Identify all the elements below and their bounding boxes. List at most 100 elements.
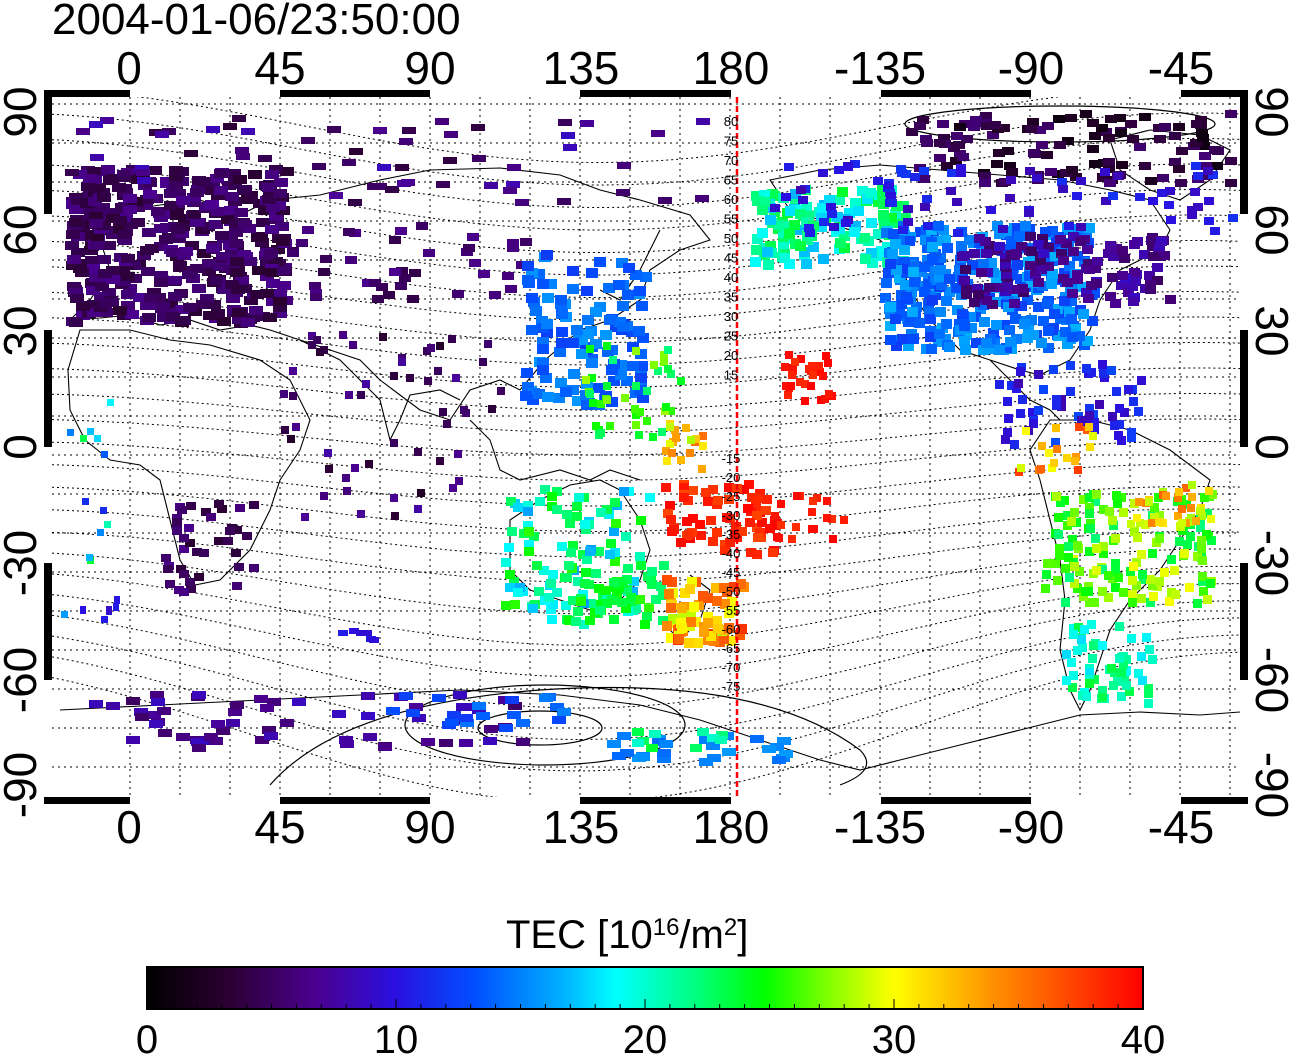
tec-cell	[1068, 232, 1079, 241]
tec-cell	[168, 292, 182, 301]
tec-cell	[383, 291, 395, 299]
tec-cell	[225, 527, 235, 535]
tec-cell	[720, 546, 730, 555]
tec-cell	[1129, 397, 1138, 406]
tec-cell	[954, 265, 965, 275]
tec-cell	[1057, 402, 1066, 411]
tec-cell	[667, 370, 675, 378]
tec-cell	[1042, 299, 1053, 309]
magnetic-contour-line	[52, 486, 1240, 532]
tec-cell	[1090, 425, 1099, 434]
tec-cell	[391, 512, 399, 520]
tec-cell	[123, 284, 137, 293]
tec-cell	[1066, 387, 1075, 396]
tec-cell	[526, 325, 538, 335]
tec-cell	[1084, 223, 1095, 233]
tec-cell	[827, 210, 837, 218]
tec-cell	[572, 512, 582, 521]
tec-cell	[436, 457, 444, 465]
tec-cell	[632, 382, 640, 390]
tec-cell	[70, 294, 84, 303]
tec-cell	[139, 201, 153, 210]
tec-cell	[659, 740, 673, 748]
tec-cell	[1020, 221, 1031, 231]
tec-cell	[176, 565, 186, 573]
tec-cell	[703, 497, 713, 506]
magnetic-contour-line	[52, 441, 1240, 481]
tec-cell	[547, 492, 557, 501]
tec-cell	[878, 199, 889, 209]
tec-cell	[327, 126, 341, 133]
tec-cell	[1042, 570, 1051, 579]
tec-cell	[73, 170, 87, 179]
tec-cell	[320, 492, 328, 500]
tec-cell	[1197, 536, 1206, 545]
tec-cell	[981, 338, 992, 348]
tec-cell	[225, 280, 239, 289]
magnetic-contour-line	[52, 418, 1240, 456]
tec-cell	[273, 309, 287, 318]
tec-cell	[1225, 179, 1237, 187]
tec-cell	[1036, 265, 1047, 274]
tec-cell	[1134, 143, 1146, 151]
tec-cell	[1087, 620, 1096, 629]
tec-cell	[1199, 587, 1208, 596]
tec-cell	[980, 237, 991, 246]
tec-cell	[187, 210, 201, 219]
tec-cell	[788, 371, 796, 379]
tec-cell	[1105, 507, 1114, 516]
tec-cell	[238, 220, 252, 229]
tec-cell	[254, 695, 268, 703]
tec-cell	[1198, 577, 1207, 586]
tec-cell	[954, 123, 966, 131]
tec-cell	[320, 255, 332, 263]
tec-cell	[1117, 271, 1128, 280]
tec-cell	[159, 235, 173, 244]
tec-cell	[1150, 503, 1159, 512]
tec-cell	[133, 293, 147, 302]
tec-cell	[1090, 418, 1099, 427]
tec-cell	[263, 313, 277, 322]
tec-cell	[173, 261, 187, 270]
tec-cell	[601, 586, 611, 595]
magnetic-contour-line	[135, 97, 1061, 163]
tec-cell	[701, 488, 711, 497]
tec-cell	[595, 606, 605, 615]
tec-cell	[1192, 517, 1200, 525]
tec-cell	[727, 606, 737, 616]
tec-cell	[978, 259, 989, 269]
colorbar-title-sup2: 2	[724, 914, 737, 941]
tec-cell	[657, 749, 671, 757]
bottom-longitude-labels: 0 45 90 135 180 -135 -90 -45	[116, 801, 1214, 853]
tec-cell	[1085, 503, 1094, 512]
tec-cell	[873, 177, 883, 185]
tec-cell	[631, 604, 641, 613]
tec-cell	[632, 421, 640, 429]
tec-cell	[1198, 556, 1207, 565]
tec-cell	[933, 337, 944, 347]
tec-cell	[147, 288, 161, 297]
tec-cell	[934, 139, 946, 147]
tec-cell	[1073, 584, 1082, 593]
magnetic-contour-line	[52, 565, 1240, 646]
contour-label: 25	[724, 329, 738, 344]
tec-cell	[1193, 172, 1203, 180]
tec-cell	[586, 390, 594, 398]
tec-cell	[567, 338, 579, 348]
tec-cell	[736, 579, 746, 589]
tec-cell	[885, 335, 896, 345]
tec-cell	[795, 241, 806, 251]
tec-cell	[677, 456, 685, 464]
tec-cell	[98, 269, 112, 278]
tec-cell	[978, 345, 989, 355]
tec-cell	[684, 638, 694, 648]
tec-cell	[1182, 500, 1191, 509]
tec-cell	[1123, 288, 1134, 297]
tec-cell	[345, 391, 353, 399]
tec-cell	[610, 557, 620, 566]
tec-cell	[669, 525, 679, 534]
tec-cell	[1053, 445, 1061, 453]
tec-cell	[534, 587, 544, 596]
tec-cell	[1175, 537, 1184, 546]
tec-cell	[832, 212, 843, 222]
